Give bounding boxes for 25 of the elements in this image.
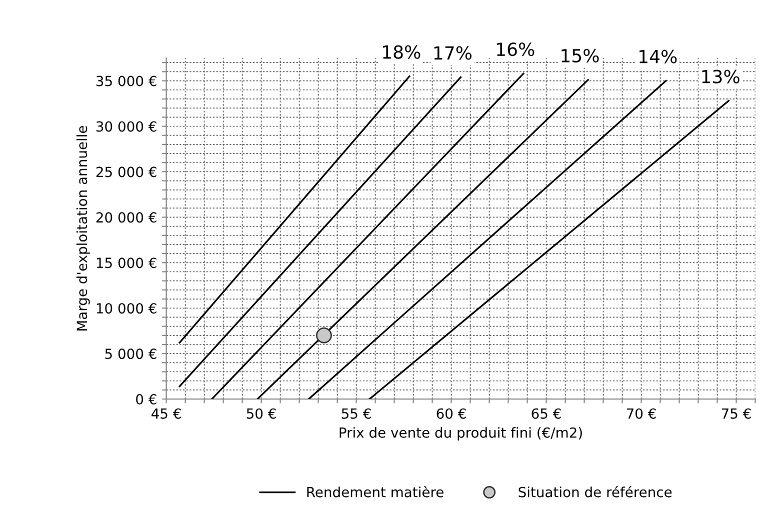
y-tick-label: 20 000 € (96, 212, 156, 223)
annotation: 15% (562, 48, 599, 62)
y-tick-label: 15 000 € (96, 258, 156, 268)
legend-label: Situation de référence (518, 486, 672, 498)
y-tick-label: 0 € (136, 394, 156, 405)
annotation: 18% (383, 45, 420, 59)
x-tick-label: 65 € (532, 408, 561, 419)
x-tick-label: 75 € (722, 408, 751, 419)
annotation: 16% (497, 42, 534, 56)
annotation: 14% (640, 50, 677, 64)
x-axis-title: Prix de vente du produit fini (€/m2) (340, 427, 582, 441)
y-tick-label: 35 000 € (96, 76, 156, 86)
y-tick-label: 10 000 € (96, 303, 156, 314)
y-tick-label: 25 000 € (96, 166, 156, 178)
y-tick-label: 30 000 € (96, 121, 156, 132)
annotation: 17% (434, 46, 472, 60)
x-tick-label: 45 € (151, 408, 181, 419)
x-tick-label: 60 € (436, 408, 466, 419)
y-tick-label: 5 000 € (105, 348, 156, 360)
y-axis-title: Marge d'exploitation annuelle (76, 126, 90, 331)
annotation: 13% (702, 70, 740, 84)
x-tick-label: 50 € (246, 408, 276, 419)
x-tick-label: 55 € (342, 408, 371, 419)
x-tick-label: 70 € (626, 408, 656, 419)
legend-label: Rendement matière (307, 486, 444, 498)
